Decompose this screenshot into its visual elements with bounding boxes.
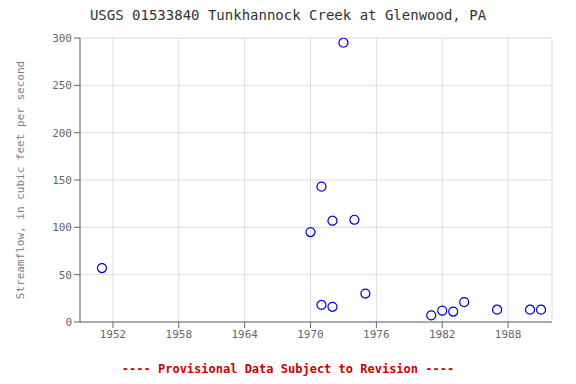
- svg-text:1970: 1970: [297, 328, 324, 341]
- svg-text:0: 0: [65, 316, 72, 329]
- svg-text:150: 150: [52, 174, 72, 187]
- svg-text:1982: 1982: [429, 328, 456, 341]
- svg-text:1958: 1958: [166, 328, 193, 341]
- html-text:---- Provisional Data Subject: ---- Provisional Data Subject to Revisio…: [121, 362, 455, 376]
- svg-text:1976: 1976: [363, 328, 390, 341]
- svg-text:Streamflow, in cubic feet per: Streamflow, in cubic feet per second: [14, 61, 27, 299]
- svg-text:250: 250: [52, 79, 72, 92]
- svg-text:1988: 1988: [495, 328, 522, 341]
- svg-text:200: 200: [52, 127, 72, 140]
- html-text:USGS 01533840 Tunkhannock Cree: USGS 01533840 Tunkhannock Creek at Glenw…: [89, 7, 487, 23]
- svg-text:1952: 1952: [100, 328, 127, 341]
- svg-text:1964: 1964: [231, 328, 258, 341]
- svg-text:100: 100: [52, 221, 72, 234]
- svg-text:300: 300: [52, 32, 72, 45]
- svg-text:50: 50: [59, 269, 72, 282]
